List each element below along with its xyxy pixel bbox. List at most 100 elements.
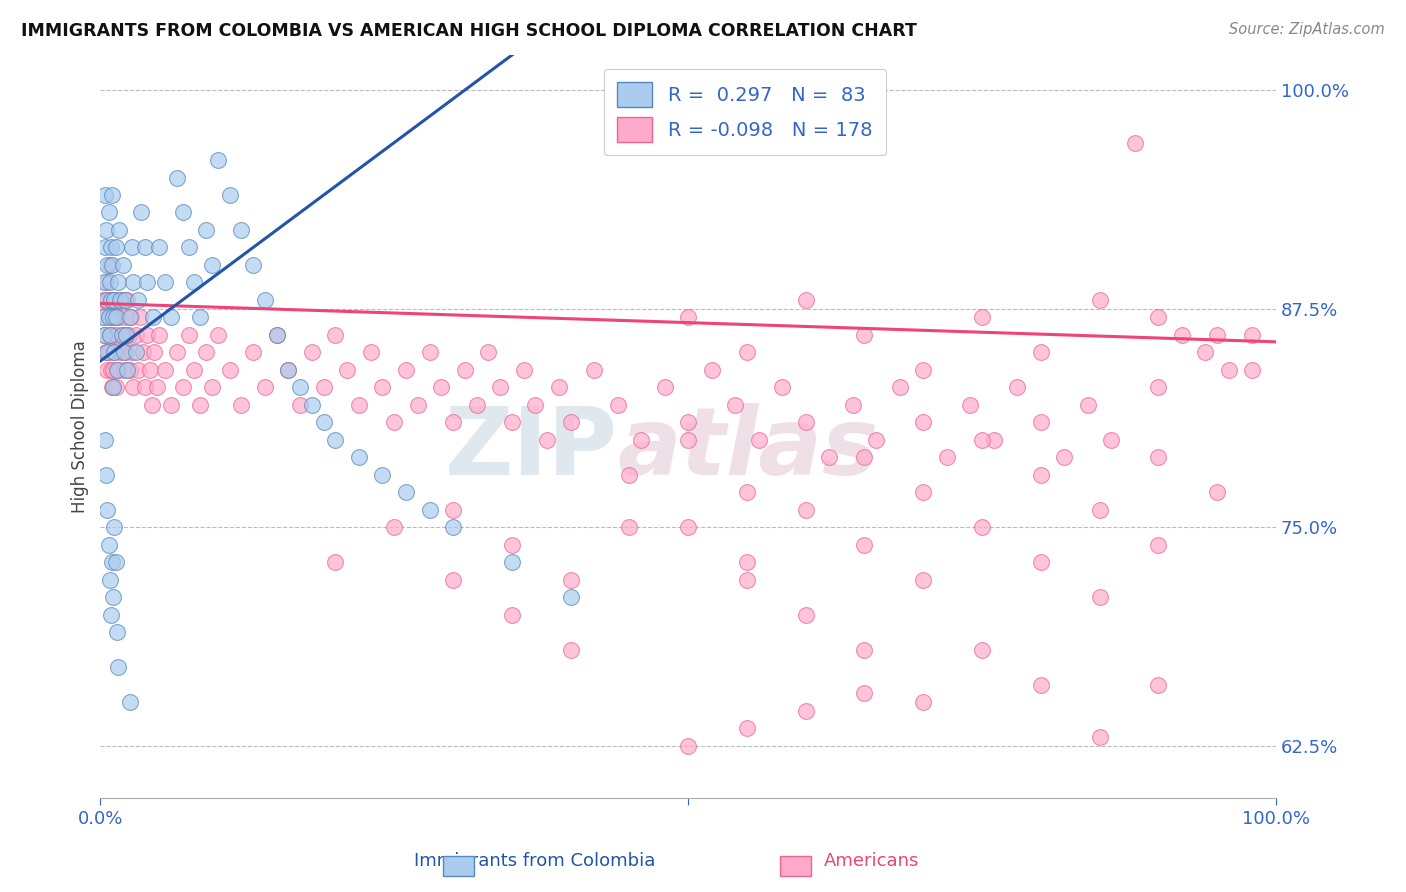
Point <box>160 398 183 412</box>
Point <box>110 327 132 342</box>
Point <box>96 223 118 237</box>
Point <box>253 380 276 394</box>
Point <box>441 502 464 516</box>
Point <box>794 502 817 516</box>
Point <box>676 520 699 534</box>
Point <box>188 310 211 325</box>
Point <box>104 310 127 325</box>
Point <box>347 450 370 465</box>
Point <box>654 380 676 394</box>
Point <box>371 467 394 482</box>
Point <box>105 625 128 640</box>
Point <box>107 363 129 377</box>
Point <box>94 188 117 202</box>
Point <box>770 380 793 394</box>
Text: Source: ZipAtlas.com: Source: ZipAtlas.com <box>1229 22 1385 37</box>
Point <box>501 415 523 429</box>
Point <box>536 433 558 447</box>
Point <box>336 363 359 377</box>
Point <box>160 310 183 325</box>
Point <box>105 327 128 342</box>
Point <box>103 345 125 359</box>
Text: Immigrants from Colombia: Immigrants from Colombia <box>413 852 655 870</box>
Point <box>724 398 747 412</box>
Point <box>1029 555 1052 569</box>
Point <box>441 520 464 534</box>
Point <box>166 170 188 185</box>
Point <box>104 555 127 569</box>
Point <box>1088 730 1111 744</box>
Point <box>201 380 224 394</box>
Point <box>1147 310 1170 325</box>
Point <box>301 398 323 412</box>
Point <box>735 555 758 569</box>
Point <box>118 695 141 709</box>
Point <box>395 485 418 500</box>
Point <box>103 310 125 325</box>
Point <box>110 293 132 307</box>
Point <box>98 327 121 342</box>
Point <box>188 398 211 412</box>
Point <box>96 502 118 516</box>
Point <box>114 293 136 307</box>
Point <box>104 310 127 325</box>
Point <box>619 520 641 534</box>
Point <box>912 573 935 587</box>
Point <box>748 433 770 447</box>
Point <box>131 345 153 359</box>
Point <box>360 345 382 359</box>
Point <box>101 310 124 325</box>
Point <box>153 363 176 377</box>
Text: atlas: atlas <box>617 403 879 495</box>
Point <box>122 276 145 290</box>
Y-axis label: High School Diploma: High School Diploma <box>72 340 89 513</box>
Point <box>382 520 405 534</box>
Point <box>166 345 188 359</box>
Point <box>231 223 253 237</box>
Point <box>141 398 163 412</box>
Point <box>1194 345 1216 359</box>
Point <box>115 345 138 359</box>
Point <box>1147 677 1170 691</box>
Point <box>131 205 153 219</box>
Point <box>124 345 146 359</box>
Point <box>96 276 118 290</box>
Point <box>105 363 128 377</box>
Point <box>115 327 138 342</box>
Point <box>1088 502 1111 516</box>
Point <box>912 363 935 377</box>
Point <box>325 555 347 569</box>
Point <box>501 538 523 552</box>
Point <box>560 573 582 587</box>
Point <box>560 590 582 604</box>
Point <box>100 363 122 377</box>
Point <box>117 293 139 307</box>
Point <box>207 327 229 342</box>
Point <box>96 258 118 272</box>
Point <box>1007 380 1029 394</box>
Point <box>842 398 865 412</box>
Point <box>735 721 758 735</box>
Point <box>912 695 935 709</box>
Point <box>107 276 129 290</box>
Point <box>97 538 120 552</box>
Point <box>103 380 125 394</box>
Point <box>93 310 115 325</box>
Point <box>430 380 453 394</box>
Point <box>107 660 129 674</box>
Point <box>136 327 159 342</box>
Point <box>93 276 115 290</box>
Point <box>853 538 876 552</box>
Point <box>98 327 121 342</box>
Point <box>1029 467 1052 482</box>
Point <box>853 686 876 700</box>
Point <box>1029 677 1052 691</box>
Point <box>172 205 194 219</box>
Point <box>134 380 156 394</box>
Point <box>406 398 429 412</box>
Point <box>127 363 149 377</box>
Point <box>735 485 758 500</box>
Point <box>371 380 394 394</box>
Point <box>183 276 205 290</box>
Point <box>218 363 240 377</box>
